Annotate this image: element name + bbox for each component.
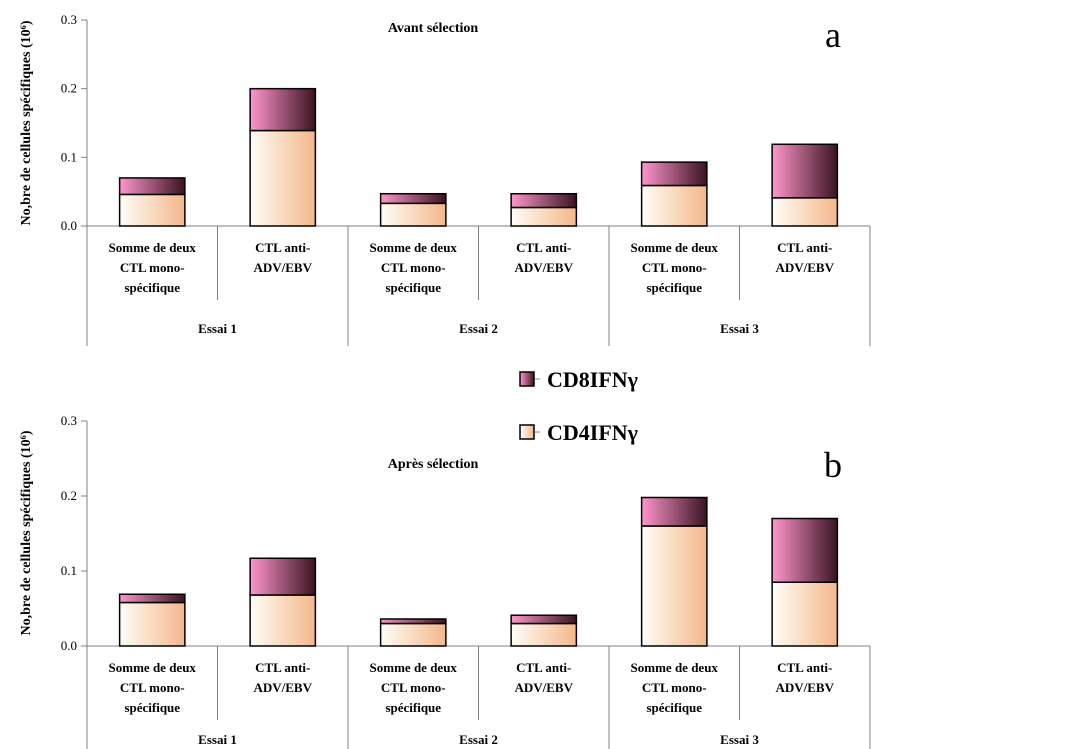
category-label: CTL anti- (255, 660, 310, 675)
legend-swatch-cd4 (519, 424, 535, 440)
category-label: CTL anti- (777, 240, 832, 255)
category-label: CTL mono- (381, 680, 446, 695)
bar-cd8 (640, 161, 708, 187)
category-label: CTL mono- (120, 260, 185, 275)
category-label: CTL mono- (642, 260, 707, 275)
y-tick-label: 0.2 (61, 81, 77, 96)
panel-letter: b (824, 445, 842, 485)
panel-b: 0.0 0.1 0.2 0.3 Somme de deux CTL mono-spécif… (19, 413, 871, 749)
bar-cd8 (249, 557, 317, 596)
category-label: ADV/EBV (253, 680, 312, 695)
bar-cd4 (510, 622, 578, 647)
category-label: Somme de deux (370, 660, 458, 675)
category-label: spécifique (646, 280, 702, 295)
chart-title: Après sélection (388, 457, 479, 472)
group-label: Essai 1 (198, 732, 237, 747)
group-label: Essai 3 (720, 732, 759, 747)
category-label: ADV/EBV (514, 680, 573, 695)
bar-cd8 (640, 496, 708, 527)
category-label: CTL mono- (120, 680, 185, 695)
bar-cd8 (379, 618, 447, 625)
bar-cd4 (249, 594, 317, 647)
category-label: ADV/EBV (514, 260, 573, 275)
panel-letter: a (825, 15, 841, 55)
panel-a: 0.0 0.1 0.2 0.3 Somme de deux CTL mono-spécif… (19, 12, 871, 346)
bar-cd4 (118, 193, 186, 227)
category-label: ADV/EBV (253, 260, 312, 275)
bar-cd8 (771, 517, 839, 583)
y-tick-label: 0.3 (61, 12, 77, 27)
category-label: Somme de deux (631, 240, 719, 255)
category-label: spécifique (124, 280, 180, 295)
legend: CD8IFNγ CD4IFNγ (519, 367, 638, 445)
group-label: Essai 1 (198, 321, 237, 336)
group-label: Essai 3 (720, 321, 759, 336)
category-label: spécifique (124, 700, 180, 715)
bar-cd4 (771, 581, 839, 647)
category-label: spécifique (646, 700, 702, 715)
category-label: Somme de deux (109, 240, 197, 255)
bar-cd4 (771, 197, 839, 227)
bar-cd8 (379, 192, 447, 205)
category-label: ADV/EBV (775, 680, 834, 695)
category-label: CTL anti- (777, 660, 832, 675)
bar-cd4 (510, 206, 578, 227)
category-label: CTL anti- (516, 240, 571, 255)
y-tick-label: 0.1 (61, 563, 77, 578)
y-tick-label: 0.3 (61, 413, 77, 428)
bar-cd8 (249, 87, 317, 132)
bar-cd8 (510, 614, 578, 625)
y-tick-label: 0.0 (61, 218, 77, 233)
category-label: Somme de deux (109, 660, 197, 675)
bar-cd4 (640, 184, 708, 227)
legend-swatch-cd8 (519, 371, 535, 387)
category-label: spécifique (385, 700, 441, 715)
y-tick-label: 0.1 (61, 149, 77, 164)
category-label: CTL anti- (255, 240, 310, 255)
y-axis-label: No,bre de cellules spécifiques (10⁶) (19, 20, 34, 225)
y-tick-label: 0.0 (61, 638, 77, 653)
bar-cd8 (118, 593, 186, 604)
category-label: ADV/EBV (775, 260, 834, 275)
bar-cd4 (249, 129, 317, 227)
group-label: Essai 2 (459, 732, 498, 747)
bar-cd4 (640, 525, 708, 647)
bar-cd8 (118, 177, 186, 196)
group-label: Essai 2 (459, 321, 498, 336)
category-label: CTL mono- (381, 260, 446, 275)
bar-cd8 (510, 192, 578, 209)
category-label: Somme de deux (370, 240, 458, 255)
y-tick-label: 0.2 (61, 488, 77, 503)
bar-cd4 (379, 622, 447, 647)
bar-cd8 (771, 143, 839, 199)
bar-cd4 (118, 601, 186, 647)
y-axis-label: No,bre de cellules spécifiques (10⁶) (19, 430, 34, 635)
bar-cd4 (379, 202, 447, 227)
category-label: CTL anti- (516, 660, 571, 675)
chart-title: Avant sélection (388, 21, 479, 36)
category-label: Somme de deux (631, 660, 719, 675)
legend-label-cd4: CD4IFNγ (547, 420, 638, 445)
legend-label-cd8: CD8IFNγ (547, 367, 638, 392)
category-label: CTL mono- (642, 680, 707, 695)
category-label: spécifique (385, 280, 441, 295)
